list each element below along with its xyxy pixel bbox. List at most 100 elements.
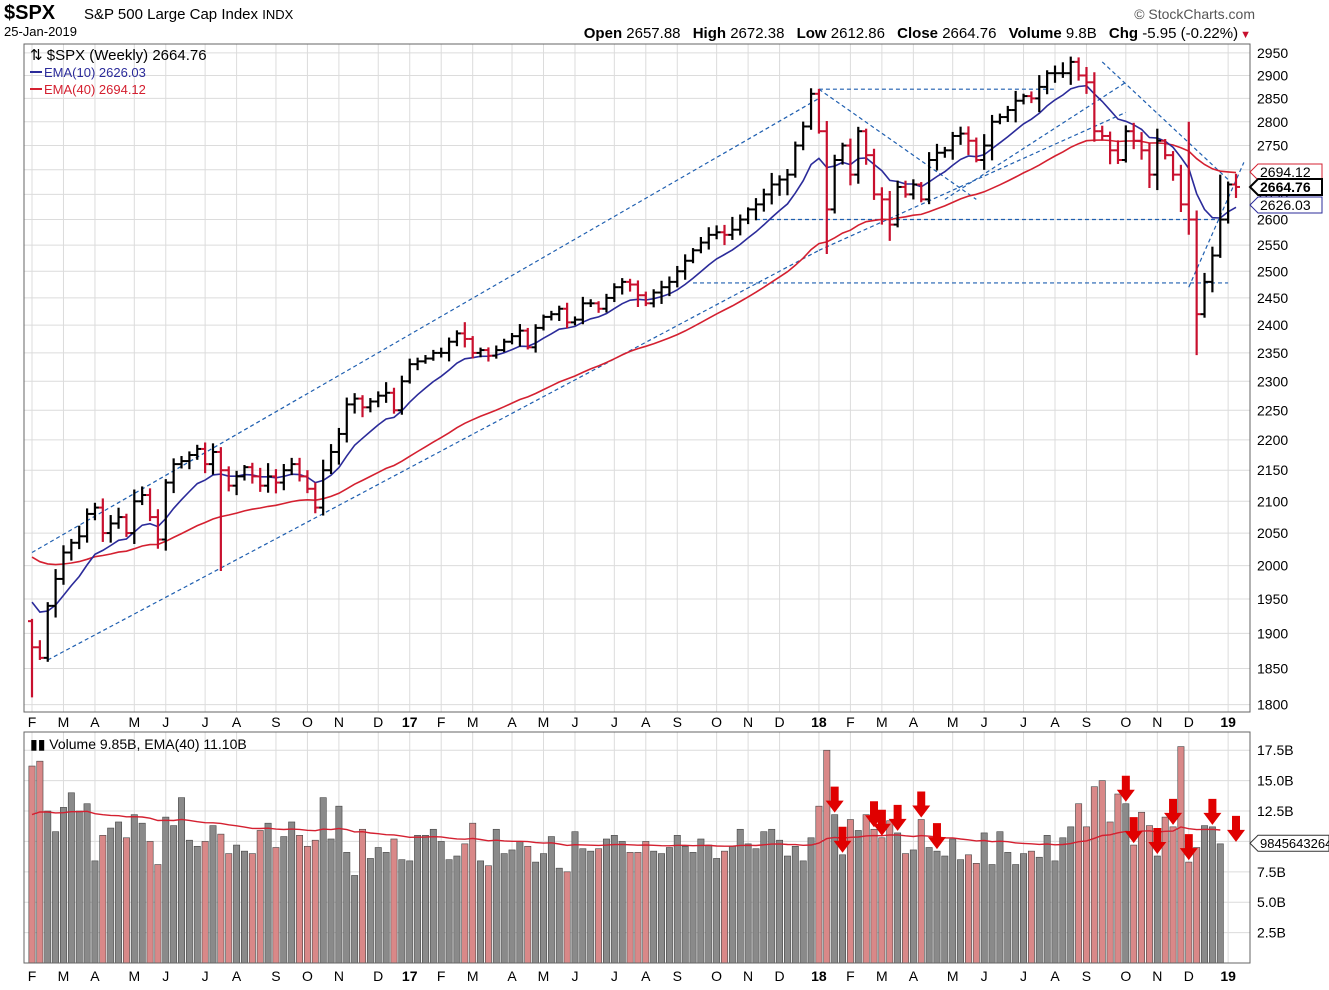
- volume-bar: [437, 841, 445, 964]
- ohlc-bar: [909, 179, 918, 200]
- volume-bar: [122, 837, 130, 964]
- volume-bar: [1193, 847, 1201, 964]
- down-arrow-icon: [872, 809, 891, 836]
- ohlc-bar: [1090, 72, 1099, 142]
- ohlc-bar: [90, 502, 99, 521]
- ema40-line: [31, 139, 1237, 566]
- volume-bar: [217, 833, 225, 964]
- time-tick-label: D: [775, 714, 785, 730]
- ohlc-bar: [216, 447, 225, 571]
- ohlc-bar: [775, 175, 784, 196]
- volume-bar: [445, 859, 453, 964]
- ohlc-bar: [28, 618, 36, 698]
- volume-bar: [1043, 835, 1051, 964]
- ohlc-bar: [925, 152, 934, 205]
- ohlc-bar: [452, 330, 461, 347]
- volume-bar: [1020, 853, 1027, 964]
- time-tick-label: D: [1184, 714, 1194, 730]
- ohlc-bar: [1129, 122, 1138, 150]
- time-tick-label: F: [846, 714, 855, 730]
- volume-bar: [67, 792, 75, 964]
- ohlc-bar: [319, 459, 328, 516]
- ema40-legend-label: EMA(40) 2694.12: [44, 82, 146, 97]
- price-tick-label: 2800: [1257, 114, 1288, 130]
- volume-bar: [241, 850, 248, 964]
- time-tick-label: A: [232, 714, 242, 730]
- volume-bar: [248, 853, 256, 964]
- time-tick-label: F: [846, 968, 855, 984]
- time-tick-label: D: [1184, 968, 1194, 984]
- volume-bar: [752, 848, 760, 964]
- volume-bar: [610, 835, 618, 964]
- time-tick-label: J: [202, 968, 209, 984]
- time-tick-label: F: [437, 714, 446, 730]
- price-tick-label: 2400: [1257, 317, 1288, 333]
- volume-bar: [681, 845, 689, 964]
- ohlc-bar: [468, 336, 477, 359]
- volume-bar: [75, 810, 83, 964]
- volume-bar: [1216, 843, 1224, 964]
- volume-bar: [201, 841, 209, 964]
- price-tick-label: 2900: [1257, 67, 1288, 83]
- volume-bar: [83, 803, 91, 964]
- time-tick-label: A: [507, 714, 517, 730]
- ohlc-bar: [885, 190, 894, 241]
- volume-bar: [894, 832, 902, 964]
- ohlc-bar: [523, 327, 532, 350]
- time-tick-label: A: [909, 968, 919, 984]
- ohlc-bar: [846, 138, 855, 186]
- down-arrow-icon: [1124, 817, 1143, 844]
- ohlc-bar: [1121, 125, 1130, 163]
- time-tick-label: D: [775, 968, 785, 984]
- time-tick-label: F: [437, 968, 446, 984]
- volume-bar: [170, 825, 178, 964]
- volume-bar: [665, 847, 673, 964]
- brand-logo[interactable]: © StockCharts.com: [1134, 6, 1255, 22]
- high-label: High: [692, 25, 727, 42]
- volume-bar: [1035, 856, 1043, 964]
- ohlc-bar: [240, 465, 249, 481]
- price-panel-frame: [23, 43, 1251, 713]
- volume-bar: [374, 847, 382, 964]
- ohlc-bar: [334, 427, 343, 465]
- volume-bar: [1114, 793, 1122, 964]
- volume-bar: [744, 843, 752, 964]
- ohlc-bar: [405, 358, 414, 384]
- volume-bar: [909, 849, 917, 964]
- time-tick-label: M: [128, 714, 140, 730]
- volume-bar: [697, 838, 705, 964]
- down-arrow-icon: [1148, 828, 1167, 855]
- volume-bar: [1185, 861, 1193, 964]
- ohlc-bar: [1019, 93, 1028, 105]
- ohlc-bar: [500, 338, 509, 353]
- price-tick-label: 2950: [1257, 45, 1288, 61]
- volume-bar: [107, 827, 115, 964]
- down-arrow-icon: [825, 786, 844, 813]
- volume-bar: [359, 828, 366, 964]
- ohlc-bar: [736, 214, 745, 236]
- volume-bar: [146, 841, 154, 964]
- volume-bar: [44, 810, 52, 964]
- ohlc-bar: [311, 482, 320, 514]
- volume-bar: [414, 835, 422, 964]
- volume-bar: [571, 831, 579, 964]
- price-tick-label: 2550: [1257, 237, 1288, 253]
- time-tick-label: O: [711, 968, 722, 984]
- open-value: 2657.88: [626, 25, 681, 42]
- ohlc-bar: [1200, 272, 1209, 318]
- ohlc-bar: [366, 398, 375, 413]
- time-tick-label: 18: [811, 714, 827, 730]
- ohlc-bar: [791, 141, 800, 178]
- ohlc-bar: [201, 442, 210, 474]
- volume-arrows: [825, 775, 1245, 861]
- ohlc-bar: [146, 488, 155, 522]
- time-tick-label: O: [302, 968, 313, 984]
- volume-tick-label: 17.5B: [1257, 742, 1294, 758]
- price-tick-label: 2750: [1257, 138, 1288, 154]
- ohlc-bar: [279, 464, 288, 491]
- ohlc-bar: [555, 305, 564, 321]
- volume-bar: [366, 858, 374, 964]
- time-tick-label: M: [538, 968, 550, 984]
- time-tick-label: A: [1050, 968, 1060, 984]
- time-tick-label: A: [909, 714, 919, 730]
